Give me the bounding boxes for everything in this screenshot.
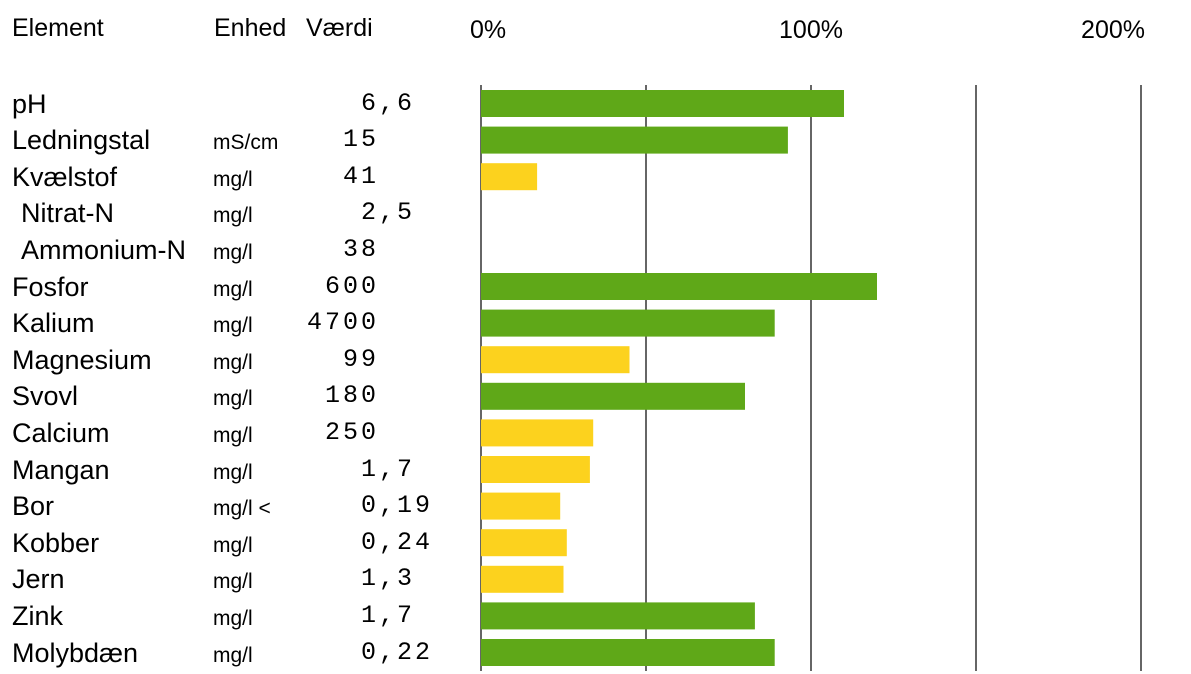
table-row: Jern mg/l 1,3 (0, 561, 1191, 597)
element-name: Magnesium (12, 344, 152, 375)
element-unit: mg/l (213, 167, 253, 191)
element-value: 6,6 (361, 88, 416, 118)
element-unit: mg/l (213, 570, 253, 594)
bar-calcium (481, 419, 594, 447)
element-name: Kvælstof (12, 161, 118, 192)
table-row: Ledningstal mS/cm 15 (0, 122, 1191, 158)
element-unit: mg/l (213, 240, 253, 264)
bar-jern (481, 565, 564, 593)
axis-tick-label: 200% (1081, 16, 1145, 44)
bar-kalium (481, 309, 775, 337)
element-unit: mg/l (213, 533, 253, 557)
element-value: 1,3 (361, 564, 416, 594)
table-row: Zink mg/l 1,7 (0, 598, 1191, 634)
table-row: Molybdæn mg/l 0,22 (0, 635, 1191, 671)
bar-bor (481, 492, 561, 520)
element-value: 0,22 (361, 637, 434, 667)
element-value: 15 (342, 125, 379, 155)
bar-fosfor (481, 273, 877, 300)
axis-tick-label: 100% (779, 16, 843, 44)
element-name: Nitrat-N (21, 198, 114, 229)
element-value: 0,19 (361, 491, 434, 521)
bar-kvælstof (481, 163, 538, 191)
element-name: pH (12, 88, 47, 119)
element-value: 38 (342, 234, 379, 264)
element-name: Jern (12, 564, 65, 595)
element-unit: mg/l (213, 606, 253, 630)
element-unit: mg/l (213, 314, 253, 338)
header-value: Værdi (306, 14, 373, 42)
element-name: Bor (12, 491, 55, 522)
element-unit: mg/l (213, 460, 253, 484)
bar-zink (481, 602, 755, 630)
bar-kobber (481, 529, 567, 557)
element-name: Ammonium-N (21, 234, 187, 265)
element-value: 4700 (306, 308, 379, 338)
element-value: 250 (324, 417, 379, 447)
element-name: Calcium (12, 417, 110, 448)
bar-ledningstal (481, 126, 788, 154)
bar-mangan (481, 456, 590, 483)
table-row: Mangan mg/l 1,7 (0, 452, 1191, 488)
element-unit: mg/l (213, 277, 253, 301)
table-row: Svovl mg/l 180 (0, 378, 1191, 414)
element-name: Svovl (12, 381, 79, 412)
element-unit: mS/cm (213, 131, 279, 155)
table-row: Kalium mg/l 4700 (0, 305, 1191, 341)
bar-magnesium (481, 346, 630, 374)
bar-molybdæn (481, 639, 775, 666)
element-unit: mg/l (213, 423, 253, 447)
table-row: Kobber mg/l 0,24 (0, 525, 1191, 561)
element-value: 180 (324, 381, 379, 411)
element-name: Molybdæn (12, 637, 139, 668)
table-row: Bor mg/l < 0,19 (0, 488, 1191, 524)
axis-tick-label: 0% (470, 16, 506, 44)
element-unit: mg/l (213, 387, 253, 411)
table-row: Fosfor mg/l 600 (0, 269, 1191, 305)
table-row: Calcium mg/l 250 (0, 415, 1191, 451)
element-value: 1,7 (361, 454, 416, 484)
element-unit: mg/l < (213, 497, 271, 521)
header-element: Element (12, 14, 104, 42)
table-row: Ammonium-N mg/l 38 (0, 232, 1191, 268)
element-name: Mangan (12, 454, 110, 485)
element-value: 600 (324, 271, 379, 301)
header-unit: Enhed (214, 14, 287, 42)
table-row: Kvælstof mg/l 41 (0, 159, 1191, 195)
table-row: pH 6,6 (0, 86, 1191, 122)
element-unit: mg/l (213, 643, 253, 667)
bar-svovl (481, 382, 745, 410)
element-name: Kobber (12, 527, 100, 558)
element-name: Ledningstal (12, 125, 151, 156)
element-value: 0,24 (361, 527, 434, 557)
element-name: Zink (12, 600, 64, 631)
element-value: 99 (342, 344, 379, 374)
element-name: Fosfor (12, 271, 89, 302)
element-name: Kalium (12, 308, 95, 339)
element-value: 1,7 (361, 600, 416, 630)
table-row: Magnesium mg/l 99 (0, 342, 1191, 378)
element-unit: mg/l (213, 350, 253, 374)
table-row: Nitrat-N mg/l 2,5 (0, 195, 1191, 231)
element-value: 41 (342, 161, 379, 191)
element-value: 2,5 (361, 198, 416, 228)
element-unit: mg/l (213, 204, 253, 228)
bar-ph (481, 90, 844, 117)
